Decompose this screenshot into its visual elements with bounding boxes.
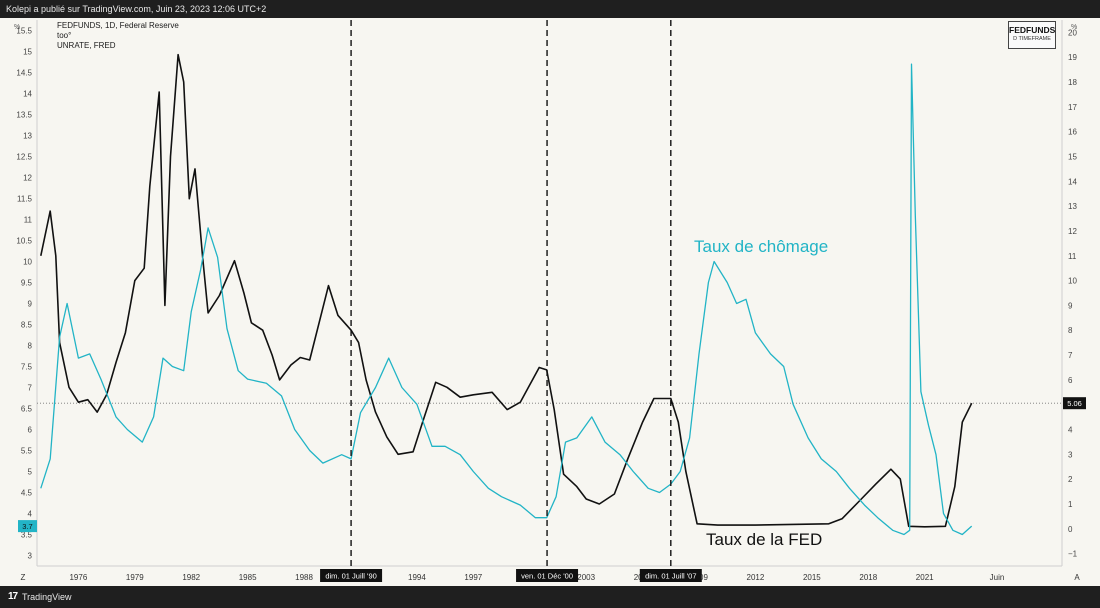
left-tick-label: 12 <box>23 174 32 183</box>
right-tick-label: 11 <box>1068 252 1077 261</box>
right-tick-label: 17 <box>1068 103 1077 112</box>
left-tick-label: 3 <box>28 552 33 561</box>
unemployment-price-label: 3.7 <box>22 522 32 531</box>
event-markers-layer: dim. 01 Juill '90 ven. 01 Déc '00 dim. 01 … <box>320 20 702 582</box>
left-tick-label: 13 <box>23 132 32 141</box>
publisher-bar: Kolepi a publié sur TradingView.com, Jui… <box>0 0 1100 18</box>
x-tick-label: 1976 <box>69 573 87 582</box>
right-tick-label: 6 <box>1068 376 1073 385</box>
event-marker-label: ven. 01 Déc '00 <box>521 572 573 581</box>
auto-scale-toggle: A <box>1074 573 1080 582</box>
tradingview-brand[interactable]: TradingView <box>22 592 72 602</box>
chart-frame[interactable]: % 15.5 15 14.5 14 13.5 13 12.5 12 11.5 11 10.5 10 9.5… <box>0 18 1100 586</box>
right-tick-label: 12 <box>1068 227 1077 236</box>
x-tick-label: 2012 <box>747 573 765 582</box>
event-marker-label-bg <box>320 569 383 582</box>
left-tick-label: 8 <box>28 342 33 351</box>
left-tick-label: 7 <box>28 384 33 393</box>
right-tick-label: 15 <box>1068 153 1077 162</box>
event-marker-label-bg <box>516 569 579 582</box>
x-tick-label: 1988 <box>295 573 313 582</box>
fed-price-label-bg <box>1063 397 1086 410</box>
right-tick-label: 10 <box>1068 277 1077 286</box>
right-tick-label: 7 <box>1068 351 1073 360</box>
right-tick-label: −1 <box>1068 550 1078 559</box>
left-axis-unit: % <box>14 24 20 31</box>
left-tick-label: 14 <box>23 90 32 99</box>
unemployment-series-line <box>40 63 973 536</box>
x-tick-label: 2003 <box>577 573 595 582</box>
left-tick-label: 5 <box>28 468 33 477</box>
footer-bar: 17 TradingView <box>0 586 1100 608</box>
left-tick-label: 4.5 <box>21 489 33 498</box>
timeframe-label: D TIMEFRAME <box>1013 36 1051 42</box>
right-tick-label: 16 <box>1068 128 1077 137</box>
series-layer <box>40 53 973 536</box>
left-tick-label: 15.5 <box>16 27 32 36</box>
left-tick-label: 9.5 <box>21 279 33 288</box>
x-tick-label: 2021 <box>916 573 934 582</box>
left-tick-label: 11.5 <box>17 195 33 204</box>
left-tick-label: 14.5 <box>16 69 32 78</box>
left-tick-label: 5.5 <box>21 447 33 456</box>
right-tick-label: 18 <box>1068 78 1077 87</box>
right-tick-label: 0 <box>1068 525 1073 534</box>
x-tick-label: 2018 <box>859 573 877 582</box>
left-tick-label: 11 <box>24 216 33 225</box>
fed-annotation: Taux de la FED <box>706 530 823 549</box>
chart-canvas[interactable]: %15.51514.51413.51312.51211.51110.5109.5… <box>0 18 1100 586</box>
left-tick-label: 12.5 <box>16 153 32 162</box>
event-marker-label: dim. 01 Juill '07 <box>645 572 696 581</box>
right-tick-label: 14 <box>1068 177 1077 186</box>
x-tick-label: 1982 <box>182 573 200 582</box>
unemployment-price-label-bg <box>18 520 37 533</box>
left-tick-label: 8.5 <box>21 321 33 330</box>
left-tick-label: 10 <box>23 258 32 267</box>
x-tick-label: 1985 <box>239 573 257 582</box>
left-tick-label: 6 <box>28 426 33 435</box>
fed-series-line <box>40 53 973 528</box>
x-tick-label: 1994 <box>408 573 426 582</box>
left-tick-label: 15 <box>23 48 32 57</box>
fed-price-label: 5.06 <box>1067 399 1082 408</box>
event-marker-label: dim. 01 Juill '90 <box>325 572 376 581</box>
x-tick-label: 1979 <box>126 573 144 582</box>
unemployment-annotation: Taux de chômage <box>694 237 829 256</box>
right-tick-label: 19 <box>1068 53 1077 62</box>
left-tick-label: 3.5 <box>21 531 33 540</box>
x-tick-label: Juin <box>990 573 1005 582</box>
tradingview-logo-icon[interactable]: 17 <box>8 591 18 602</box>
legend-indicator[interactable]: too° <box>57 31 72 40</box>
right-tick-label: 3 <box>1068 450 1073 459</box>
right-tick-label: 9 <box>1068 301 1073 310</box>
x-tick-label: 1997 <box>464 573 482 582</box>
left-tick-label: 4 <box>28 510 33 519</box>
timeframe-box: FEDFUNDS D TIMEFRAME <box>1008 21 1056 49</box>
right-tick-label: 2 <box>1068 475 1073 484</box>
timeframe-symbol: FEDFUNDS <box>1009 25 1056 35</box>
zoom-toggle: Z <box>21 573 26 582</box>
right-tick-label: 8 <box>1068 326 1073 335</box>
left-tick-label: 6.5 <box>21 405 33 414</box>
right-tick-label: 1 <box>1068 500 1073 509</box>
right-tick-label: 20 <box>1068 28 1077 37</box>
left-tick-label: 10.5 <box>16 237 32 246</box>
x-tick-label: 2015 <box>803 573 821 582</box>
legend: FEDFUNDS, 1D, Federal Reserve too° UNRAT… <box>57 21 179 51</box>
legend-fedfunds[interactable]: FEDFUNDS, 1D, Federal Reserve <box>57 21 179 30</box>
right-tick-label: 4 <box>1068 426 1073 435</box>
legend-unrate[interactable]: UNRATE, FRED <box>57 41 116 50</box>
right-axis-unit: % <box>1071 24 1077 31</box>
left-tick-label: 9 <box>28 300 33 309</box>
left-tick-label: 7.5 <box>21 363 33 372</box>
publisher-text: Kolepi a publié sur TradingView.com, Jui… <box>6 4 267 14</box>
event-marker-label-bg <box>639 569 702 582</box>
right-tick-label: 13 <box>1068 202 1077 211</box>
left-tick-label: 13.5 <box>16 111 32 120</box>
